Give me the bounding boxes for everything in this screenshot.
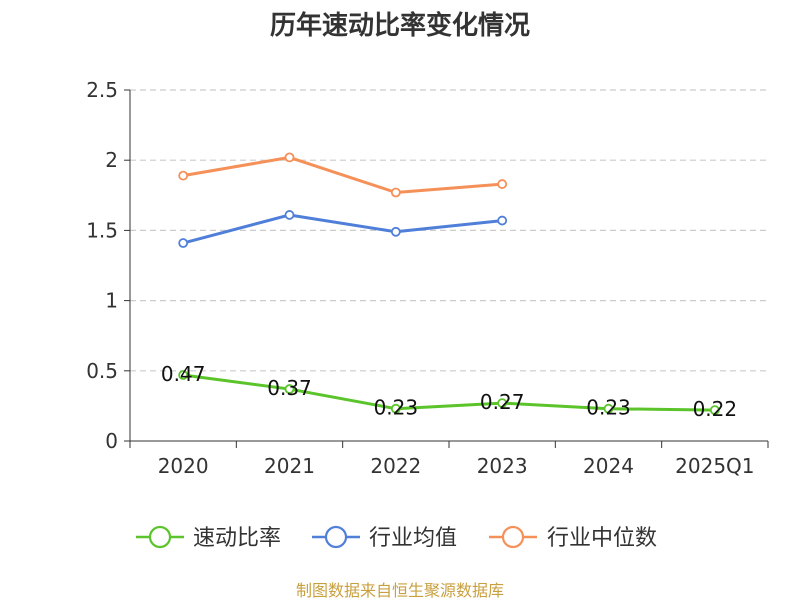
y-tick-label: 2 [105, 148, 118, 172]
data-label: 0.47 [161, 362, 206, 386]
data-point [497, 398, 508, 408]
data-point [390, 187, 401, 198]
series-1 [178, 210, 508, 248]
y-tick-label: 0 [105, 429, 118, 453]
data-label: 0.23 [374, 396, 419, 420]
data-point [284, 210, 295, 220]
legend-label: 行业均值 [369, 526, 457, 551]
x-tick-label: 2020 [158, 454, 209, 478]
legend-marker [324, 525, 348, 549]
data-point [178, 238, 189, 248]
legend-label: 行业中位数 [547, 526, 657, 551]
source-note: 制图数据来自恒生聚源数据库 [296, 581, 504, 600]
y-tick-label: 2.5 [86, 78, 118, 102]
y-tick-label: 1 [105, 289, 118, 313]
series-line [182, 155, 503, 194]
legend-item: 行业均值 [312, 525, 457, 551]
series-line [182, 213, 503, 245]
data-point [497, 215, 508, 226]
x-tick-label: 2022 [370, 454, 421, 478]
data-label: 0.23 [586, 396, 631, 420]
legend: 速动比率 行业均值 行业中位数 [136, 525, 657, 551]
series-line [182, 373, 715, 412]
legend-marker [501, 525, 525, 549]
data-point [603, 403, 614, 414]
data-point [497, 179, 508, 189]
y-tick-label: 0.5 [86, 359, 118, 383]
data-point [178, 370, 189, 380]
legend-item: 速动比率 [136, 525, 281, 551]
data-point [284, 384, 295, 394]
legend-item: 行业中位数 [489, 525, 657, 551]
y-tick-label: 1.5 [86, 218, 118, 242]
data-point [390, 403, 401, 414]
series-2 [178, 152, 508, 198]
x-tick-label: 2021 [264, 454, 315, 478]
x-tick-label: 2025Q1 [675, 454, 754, 478]
series-0: 0.47 0.37 0.23 0.27 0.23 0.22 [161, 362, 737, 421]
legend-label: 速动比率 [193, 526, 281, 551]
data-point [284, 152, 295, 163]
data-label: 0.37 [267, 376, 312, 400]
x-tick-label: 2023 [477, 454, 528, 478]
series-group: 0.47 0.37 0.23 0.27 0.23 0.22 [161, 152, 737, 421]
data-label: 0.27 [480, 390, 525, 414]
data-label: 0.22 [693, 397, 738, 421]
data-point [709, 405, 720, 416]
axes: 0 0.5 1 1.5 2 2.5 2020 2021 2022 2023 2024 2025Q1 [86, 78, 769, 478]
chart-title: 历年速动比率变化情况 [270, 10, 530, 41]
data-point [178, 170, 189, 181]
grid [130, 89, 768, 372]
legend-marker [148, 525, 172, 549]
x-tick-label: 2024 [583, 454, 634, 478]
data-point [390, 226, 401, 237]
